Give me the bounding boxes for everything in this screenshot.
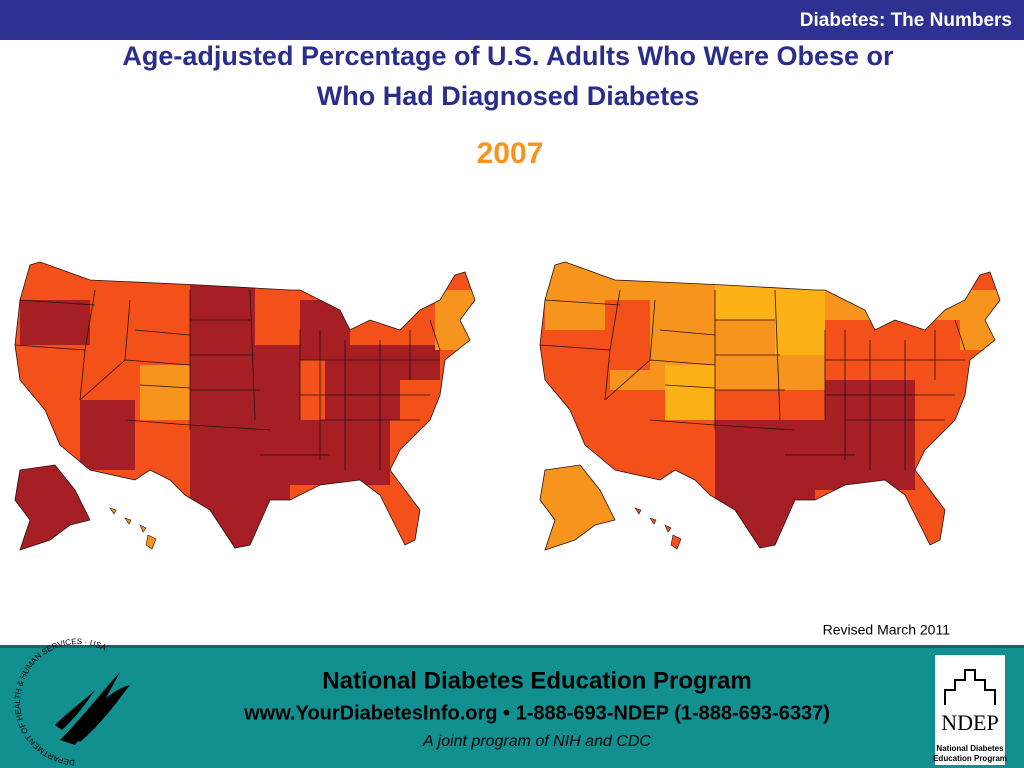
ndep-caption: Education Program bbox=[933, 754, 1007, 763]
ndep-caption: National Diabetes bbox=[936, 744, 1004, 753]
title-line: Who Had Diagnosed Diabetes bbox=[317, 81, 700, 111]
footer-rule bbox=[0, 645, 1024, 648]
ndep-logo: NDEP National Diabetes Education Program bbox=[933, 655, 1007, 765]
section-label: Diabetes: The Numbers bbox=[800, 10, 1012, 31]
map-diabetes bbox=[539, 261, 1001, 551]
revised-note: Revised March 2011 bbox=[823, 622, 951, 638]
title-line: Age-adjusted Percentage of U.S. Adults W… bbox=[122, 41, 894, 71]
footer-contact: www.YourDiabetesInfo.org • 1-888-693-NDE… bbox=[243, 702, 830, 724]
year: 2007 bbox=[477, 137, 544, 170]
footer-tagline: A joint program of NIH and CDC bbox=[422, 733, 651, 750]
ndep-mark: NDEP bbox=[941, 710, 998, 735]
footer-program: National Diabetes Education Program bbox=[322, 667, 751, 694]
header-bar bbox=[0, 0, 1024, 40]
footer-bar bbox=[0, 645, 1024, 768]
map-obesity bbox=[14, 261, 476, 551]
